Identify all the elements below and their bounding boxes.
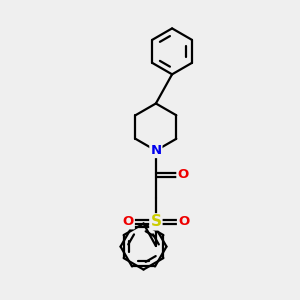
- Text: O: O: [178, 215, 189, 228]
- Text: S: S: [150, 214, 161, 229]
- Text: N: N: [150, 144, 161, 157]
- Text: O: O: [177, 168, 189, 181]
- Text: O: O: [123, 215, 134, 228]
